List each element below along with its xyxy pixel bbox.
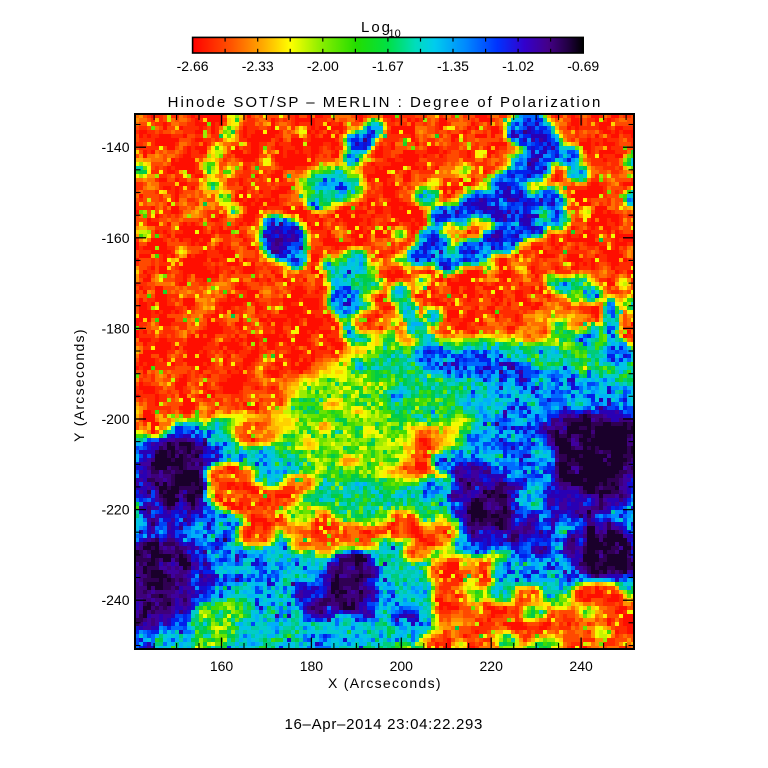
svg-text:-1.02: -1.02	[502, 58, 534, 74]
svg-text:-180: -180	[101, 320, 129, 336]
svg-text:10: 10	[389, 28, 401, 40]
svg-text:-2.00: -2.00	[307, 58, 339, 74]
svg-text:-1.35: -1.35	[437, 58, 469, 74]
svg-text:-220: -220	[101, 502, 129, 518]
svg-text:160: 160	[210, 658, 234, 674]
svg-text:-140: -140	[101, 139, 129, 155]
svg-text:X (Arcseconds): X (Arcseconds)	[328, 675, 442, 691]
svg-text:-240: -240	[101, 592, 129, 608]
svg-text:180: 180	[300, 658, 324, 674]
svg-text:-2.33: -2.33	[242, 58, 274, 74]
svg-text:220: 220	[480, 658, 504, 674]
svg-text:-1.67: -1.67	[372, 58, 404, 74]
svg-text:16–Apr–2014 23:04:22.293: 16–Apr–2014 23:04:22.293	[284, 716, 483, 733]
svg-text:-160: -160	[101, 230, 129, 246]
svg-text:200: 200	[390, 658, 414, 674]
svg-text:-200: -200	[101, 411, 129, 427]
svg-text:-2.66: -2.66	[177, 58, 209, 74]
svg-text:Log: Log	[361, 19, 392, 36]
svg-text:-0.69: -0.69	[567, 58, 599, 74]
svg-text:240: 240	[569, 658, 593, 674]
svg-text:Y (Arcseconds): Y (Arcseconds)	[71, 328, 87, 442]
svg-text:Hinode SOT/SP – MERLIN : Degre: Hinode SOT/SP – MERLIN : Degree of Polar…	[168, 94, 603, 111]
